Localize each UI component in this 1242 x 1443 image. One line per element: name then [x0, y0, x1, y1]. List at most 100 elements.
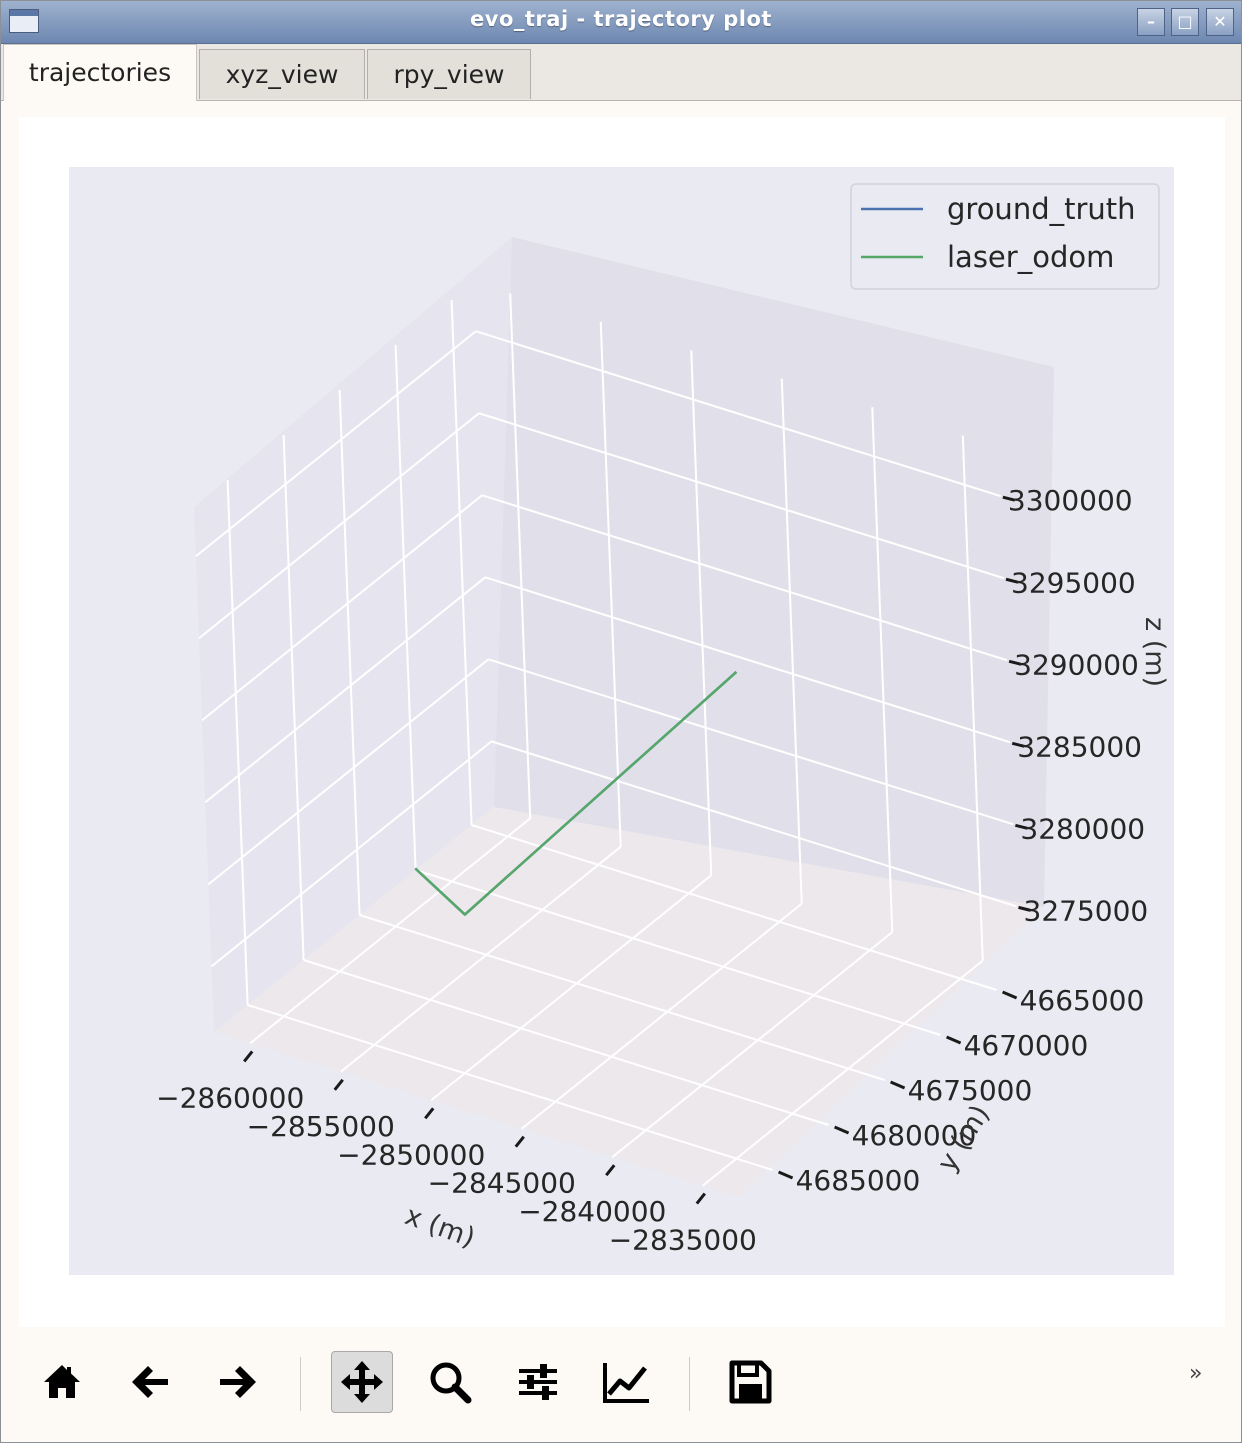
forward-button[interactable]	[207, 1351, 269, 1413]
back-button[interactable]	[119, 1351, 181, 1413]
x-tick-label: −2835000	[609, 1224, 757, 1257]
grid-line-back-x	[871, 407, 894, 933]
grid-line-floor-x	[340, 846, 622, 1073]
toolbar-separator	[689, 1357, 690, 1411]
x-tick	[514, 1135, 525, 1148]
zoom-icon	[430, 1362, 472, 1404]
y-tick-label: 4680000	[852, 1119, 977, 1152]
grid-line-left-y	[394, 344, 417, 871]
subplots-config-icon	[519, 1364, 557, 1400]
legend-entry-ground-truth: ground_truth	[947, 192, 1136, 226]
grid-line-floor-x	[611, 931, 893, 1158]
z-tick-label: 3290000	[1014, 648, 1139, 681]
z-tick	[1015, 823, 1028, 830]
legend: ground_truth laser_odom	[850, 183, 1160, 290]
close-button[interactable]: ✕	[1206, 8, 1234, 36]
grid-line-floor-x	[702, 959, 984, 1187]
back-arrow-icon	[132, 1366, 168, 1398]
grid-line-left-z	[195, 330, 477, 557]
x-tick	[424, 1107, 435, 1120]
y-tick-label: 4670000	[964, 1029, 1089, 1062]
plot-canvas[interactable]: −2860000 −2855000 −2850000 −2845000 −2840000…	[19, 117, 1225, 1327]
grid-line-back-x	[509, 293, 532, 819]
grid-line-back-z	[475, 330, 1002, 498]
grid-line-left-z	[210, 740, 493, 968]
z-tick	[1005, 577, 1019, 584]
grid-line-back-x	[690, 350, 713, 876]
y-tick-label: 4685000	[796, 1164, 921, 1197]
grid-line-back-z	[481, 494, 1008, 662]
edit-axes-button[interactable]	[595, 1351, 657, 1413]
y-tick	[778, 1170, 794, 1180]
z-tick-label: 3275000	[1024, 894, 1149, 927]
tab-trajectories[interactable]: trajectories	[3, 44, 197, 101]
z-tick-label: 3280000	[1020, 812, 1145, 845]
forward-arrow-icon	[220, 1366, 256, 1398]
pan-button[interactable]	[331, 1351, 393, 1413]
x-tick-label: −2840000	[518, 1195, 666, 1228]
y-tick-label: 4675000	[908, 1074, 1033, 1107]
tick-labels: −2860000−2855000−2850000−2845000−2840000…	[156, 484, 1148, 1256]
grid-line-floor-y	[359, 914, 885, 1081]
x-tick-label: −2845000	[428, 1167, 576, 1200]
save-button[interactable]	[719, 1351, 781, 1413]
grid-line-left-z	[204, 576, 486, 804]
toolbar-overflow-button[interactable]: »	[1189, 1361, 1203, 1386]
maximize-button[interactable]: □	[1171, 8, 1199, 36]
z-tick	[1002, 495, 1016, 502]
z-tick	[1011, 741, 1025, 748]
grid-line-floor-x	[430, 874, 712, 1102]
x-tick	[605, 1164, 616, 1177]
z-tick-label: 3300000	[1008, 484, 1133, 517]
pan-icon	[341, 1361, 383, 1403]
z-tick-label: 3285000	[1017, 730, 1142, 763]
save-icon	[729, 1360, 772, 1404]
tab-bar: trajectories xyz_view rpy_view	[1, 44, 1241, 101]
grid-line-left-z	[198, 412, 480, 640]
toolbar-separator	[300, 1357, 301, 1411]
grid-line-left-y	[450, 299, 473, 826]
grid-line-floor-x	[249, 817, 531, 1045]
configure-subplots-button[interactable]	[507, 1351, 569, 1413]
series-line-laser-odom	[414, 670, 738, 916]
grid-lines	[195, 293, 1017, 1187]
grid-line-back-z	[491, 740, 1017, 908]
minimize-button[interactable]: –	[1137, 8, 1165, 36]
z-tick	[1018, 905, 1031, 912]
grid-line-floor-x	[521, 902, 803, 1130]
tab-xyz-view[interactable]: xyz_view	[199, 49, 365, 99]
trajectory-3d-plot[interactable]: −2860000−2855000−2850000−2845000−2840000…	[19, 117, 1225, 1327]
axes-edit-icon	[603, 1363, 649, 1403]
y-tick	[890, 1080, 906, 1090]
grid-line-floor-y	[303, 959, 829, 1126]
grid-line-back-x	[780, 378, 803, 904]
zoom-button[interactable]	[419, 1351, 481, 1413]
y-tick	[1002, 990, 1018, 1000]
grid-line-left-z	[207, 658, 490, 886]
grid-line-floor-y	[471, 824, 997, 991]
navigation-toolbar: »	[1, 1333, 1241, 1441]
z-axis-label: z (m)	[1139, 617, 1170, 687]
x-tick	[243, 1050, 254, 1063]
home-button[interactable]	[31, 1351, 93, 1413]
back-pane	[494, 237, 1054, 907]
tab-rpy-view[interactable]: rpy_view	[367, 49, 531, 99]
y-tick-label: 4665000	[1020, 984, 1145, 1017]
x-tick-label: −2855000	[247, 1110, 395, 1143]
x-tick	[695, 1192, 706, 1205]
axis-ticks	[243, 495, 1031, 1205]
title-bar[interactable]: evo_traj - trajectory plot – □ ✕	[1, 1, 1241, 44]
z-tick	[1008, 659, 1022, 666]
y-tick	[834, 1125, 850, 1135]
x-tick-label: −2850000	[337, 1138, 485, 1171]
legend-box	[850, 183, 1160, 290]
window-menu-icon[interactable]	[9, 9, 39, 33]
z-tick-label: 3295000	[1011, 566, 1136, 599]
grid-line-back-z	[478, 412, 1005, 580]
home-icon	[44, 1365, 80, 1398]
y-tick	[946, 1035, 962, 1045]
x-tick	[333, 1078, 344, 1091]
grid-line-back-z	[488, 658, 1014, 826]
x-tick-label: −2860000	[156, 1081, 304, 1114]
window-title: evo_traj - trajectory plot	[470, 7, 772, 31]
